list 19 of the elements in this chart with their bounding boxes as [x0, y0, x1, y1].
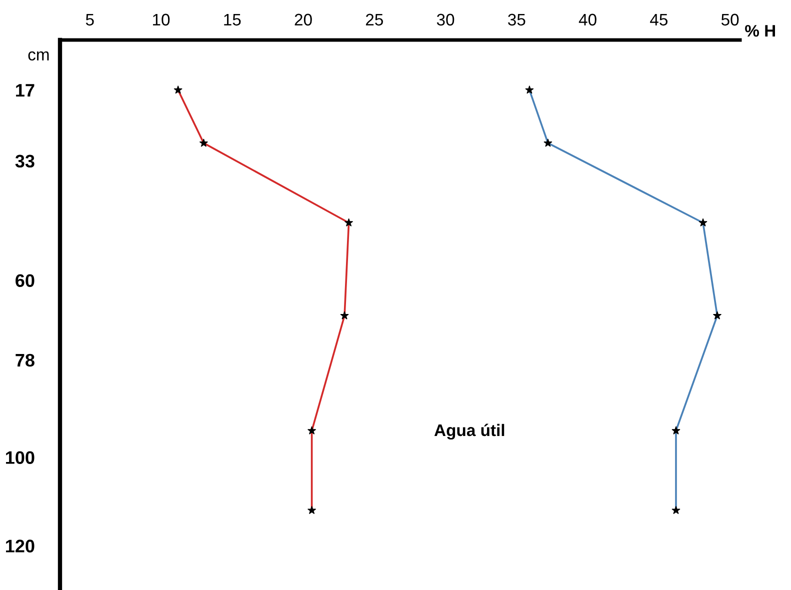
x-axis-title: % H [745, 24, 775, 37]
y-tick-label: 33 [15, 154, 34, 168]
x-tick-label: 25 [366, 14, 383, 26]
x-tick-label: 40 [578, 14, 596, 26]
x-tick-label: 30 [436, 14, 454, 26]
y-tick-label: 100 [6, 451, 34, 464]
x-tick-label: 35 [508, 14, 526, 26]
x-tick-label: 15 [224, 14, 241, 26]
x-tick-label: 20 [294, 14, 312, 26]
x-tick-label: 10 [153, 14, 170, 26]
y-tick-label: 17 [16, 84, 34, 97]
x-tick-label: 50 [721, 14, 739, 26]
y-tick-label: 60 [16, 274, 34, 287]
x-tick-label: 45 [650, 14, 668, 26]
y-axis-title: cm [28, 51, 49, 60]
x-tick-label: 5 [86, 14, 94, 26]
annotation: Agua útil [434, 424, 504, 440]
y-tick-label: 120 [6, 540, 34, 552]
y-tick-label: 78 [16, 354, 34, 367]
